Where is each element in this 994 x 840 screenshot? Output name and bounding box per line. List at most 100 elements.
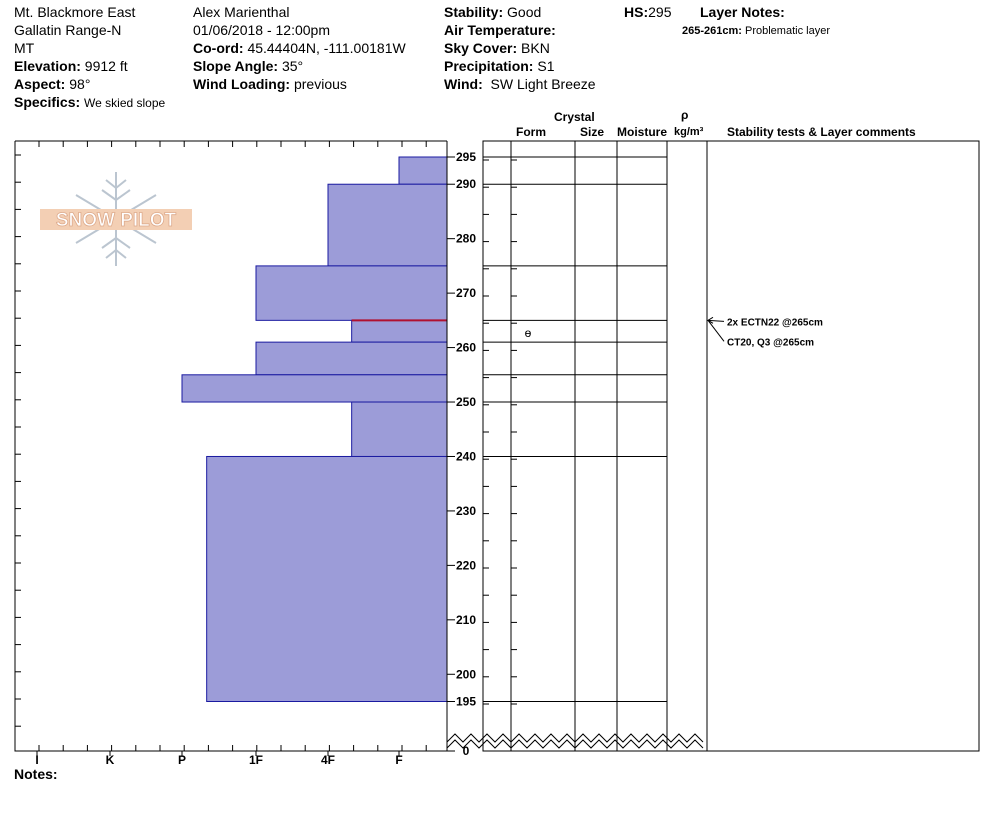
depth-label-270: 270 bbox=[456, 286, 476, 300]
sky-value: BKN bbox=[521, 40, 550, 56]
left-chart-frame bbox=[14, 141, 447, 752]
hs-label: HS: bbox=[624, 4, 649, 20]
slope-label: Slope Angle: bbox=[193, 58, 279, 74]
coord-label: Co-ord: bbox=[193, 40, 244, 56]
hardness-label-K: K bbox=[106, 753, 115, 767]
rho-header: ρ bbox=[681, 108, 689, 122]
wind-value: SW Light Breeze bbox=[490, 76, 596, 92]
depth-label-240: 240 bbox=[456, 449, 476, 463]
depth-label-0: 0 bbox=[463, 744, 470, 758]
coord-value: 45.44404N, -111.00181W bbox=[247, 40, 406, 56]
state: MT bbox=[14, 40, 35, 56]
specifics: Specifics: We skied slope bbox=[14, 93, 165, 112]
aspect: Aspect: 98° bbox=[14, 75, 90, 93]
wind-loading-value: previous bbox=[293, 76, 347, 92]
precipitation: Precipitation: S1 bbox=[444, 57, 554, 75]
hardness-bar-2 bbox=[255, 265, 448, 321]
hardness-label-P: P bbox=[178, 753, 186, 767]
hardness-bar-7 bbox=[206, 455, 448, 702]
precip-label: Precipitation: bbox=[444, 58, 534, 74]
slope-value: 35° bbox=[281, 58, 304, 74]
layer-note-range: 265-261cm: bbox=[682, 25, 742, 37]
hardness-bar-1 bbox=[327, 183, 448, 267]
wind-label: Wind: bbox=[444, 76, 483, 92]
chart-ticks: I K P 1F 4F F 0 195 200 210 220 230 240 250 260 270 280 2… bbox=[15, 141, 704, 767]
size-header: Size bbox=[580, 125, 605, 139]
elevation-value: 9912 ft bbox=[84, 58, 128, 74]
layer-notes-label: Layer Notes: bbox=[700, 4, 785, 20]
layer-notes-title: Layer Notes: bbox=[700, 3, 785, 21]
aspect-label: Aspect: bbox=[14, 76, 66, 92]
logo-banner bbox=[40, 209, 192, 230]
hardness-bar-3 bbox=[351, 319, 448, 343]
depth-label-250: 250 bbox=[456, 395, 476, 409]
snowpilot-logo: SNOW PILOT bbox=[40, 172, 192, 266]
depth-label-295: 295 bbox=[456, 150, 476, 164]
specifics-label: Specifics: bbox=[14, 94, 81, 110]
date-time: 01/06/2018 - 12:00pm bbox=[193, 22, 330, 38]
stability-annotations: 2x ECTN22 @265cm CT20, Q3 @265cm bbox=[707, 316, 823, 348]
stability: Stability: Good bbox=[444, 3, 541, 21]
crystal-header: Crystal bbox=[554, 110, 595, 124]
stability-test-0: 2x ECTN22 @265cm bbox=[727, 317, 823, 328]
air-temperature: Air Temperature: bbox=[444, 21, 556, 39]
stability-tests-header: Stability tests & Layer comments bbox=[727, 125, 916, 139]
mountain-range: Gallatin Range-N bbox=[14, 22, 122, 38]
observer: Alex Marienthal bbox=[193, 4, 290, 20]
depth-label-260: 260 bbox=[456, 341, 476, 355]
depth-label-290: 290 bbox=[456, 177, 476, 191]
stability-pointer-0 bbox=[707, 319, 725, 322]
depth-label-230: 230 bbox=[456, 504, 476, 518]
hardness-label-I: I bbox=[35, 753, 38, 767]
elevation-label: Elevation: bbox=[14, 58, 81, 74]
hardness-bar-0 bbox=[398, 156, 448, 185]
hs-value: 295 bbox=[648, 4, 672, 20]
air-temp-label: Air Temperature: bbox=[444, 22, 556, 38]
depth-label-280: 280 bbox=[456, 232, 476, 246]
depth-label-210: 210 bbox=[456, 613, 476, 627]
coordinates: Co-ord: 45.44404N, -111.00181W bbox=[193, 39, 406, 57]
crystal-form-symbol: ɵ bbox=[525, 326, 532, 340]
layer-grid: ɵ bbox=[483, 156, 667, 705]
stability-test-1: CT20, Q3 @265cm bbox=[727, 337, 814, 348]
wind-loading: Wind Loading: previous bbox=[193, 75, 347, 93]
axis-break-lower bbox=[446, 739, 704, 749]
specifics-value: We skied slope bbox=[84, 96, 166, 110]
depth-label-195: 195 bbox=[456, 695, 476, 709]
hardness-layers bbox=[181, 156, 448, 702]
hardness-label-F: F bbox=[395, 753, 402, 767]
density-unit-header: kg/m³ bbox=[674, 126, 704, 138]
stability-arrowhead bbox=[707, 316, 714, 324]
crystal-frame bbox=[482, 140, 708, 752]
hardness-label-1F: 1F bbox=[249, 753, 263, 767]
comments-frame bbox=[706, 140, 980, 752]
hardness-bar-4 bbox=[255, 341, 448, 376]
layer-note: 265-261cm: Problematic layer bbox=[682, 22, 830, 40]
depth-label-200: 200 bbox=[456, 667, 476, 681]
sky-label: Sky Cover: bbox=[444, 40, 518, 56]
sky-cover: Sky Cover: BKN bbox=[444, 39, 550, 57]
hardness-label-4F: 4F bbox=[321, 753, 335, 767]
snow-height: HS:295 bbox=[624, 3, 671, 21]
wind: Wind: SW Light Breeze bbox=[444, 75, 596, 93]
precip-value: S1 bbox=[537, 58, 555, 74]
hardness-bar-5 bbox=[181, 374, 448, 403]
form-header: Form bbox=[516, 125, 546, 139]
stability-pointer-1 bbox=[707, 320, 725, 342]
wind-loading-label: Wind Loading: bbox=[193, 76, 291, 92]
notes: Notes: bbox=[14, 766, 58, 782]
location-name: Mt. Blackmore East bbox=[14, 4, 136, 20]
stability-value: Good bbox=[507, 4, 542, 20]
moisture-header: Moisture bbox=[617, 125, 668, 139]
slope-angle: Slope Angle: 35° bbox=[193, 57, 303, 75]
axis-break-upper bbox=[446, 733, 704, 743]
aspect-value: 98° bbox=[69, 76, 91, 92]
hardness-bar-6 bbox=[351, 401, 448, 457]
layer-note-text: Problematic layer bbox=[745, 25, 830, 37]
logo-text: SNOW PILOT bbox=[56, 210, 177, 231]
stability-label: Stability: bbox=[444, 4, 504, 20]
elevation: Elevation: 9912 ft bbox=[14, 57, 128, 75]
depth-label-220: 220 bbox=[456, 558, 476, 572]
chart-frames bbox=[14, 140, 980, 752]
